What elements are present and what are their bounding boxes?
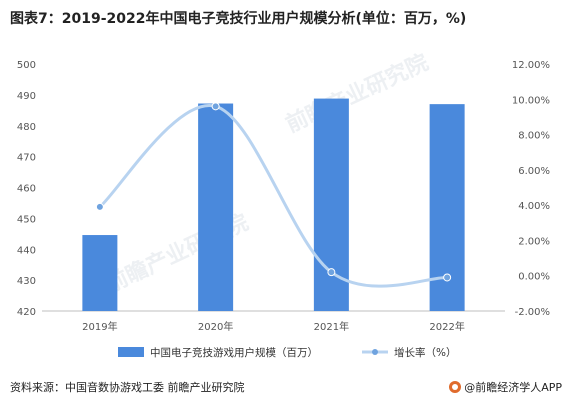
x-tick-1: 2020年 [198,320,233,333]
left-tick-1: 430 [17,276,36,287]
left-tick-6: 480 [17,122,36,133]
right-tick-7: 12.00% [512,60,550,71]
growth-line [98,104,448,288]
legend-line-marker [372,349,378,355]
legend-line-label: 增长率（%） [394,346,456,359]
brand-logo-icon [449,381,462,393]
growth-markers [95,102,452,282]
brand-text: @前瞻经济学人APP [464,381,562,394]
right-tick-2: 2.00% [518,236,550,247]
x-axis: 2019年 2020年 2021年 2022年 [82,320,465,333]
left-tick-3: 450 [17,214,36,225]
growth-point-0 [95,202,104,211]
left-axis: 420 430 440 450 460 470 480 490 500 [17,60,36,318]
bar-1 [198,103,234,312]
x-tick-2: 2021年 [314,320,349,333]
bar-0 [82,235,118,311]
left-tick-5: 470 [17,153,36,164]
right-tick-3: 4.00% [518,201,550,212]
x-tick-3: 2022年 [429,320,464,333]
right-tick-5: 8.00% [518,131,550,142]
left-tick-0: 420 [17,307,36,318]
growth-point-1 [211,102,220,111]
right-tick-6: 10.00% [512,95,550,106]
right-tick-1: 0.00% [518,272,550,283]
growth-point-2 [327,268,336,277]
right-axis: -2.00% 0.00% 2.00% 4.00% 6.00% 8.00% 10.00% 12.… [512,60,550,318]
source-note: 资料来源：中国音数协游戏工委 前瞻产业研究院 [10,381,245,394]
brand-credit: @前瞻经济学人APP [449,379,562,395]
left-tick-2: 440 [17,245,36,256]
right-tick-4: 6.00% [518,166,550,177]
left-tick-4: 460 [17,184,36,195]
legend-bar-swatch [118,347,144,357]
right-tick-0: -2.00% [515,307,550,318]
footer: 资料来源：中国音数协游戏工委 前瞻产业研究院 @前瞻经济学人APP [10,379,562,399]
chart-title: 图表7：2019-2022年中国电子竞技行业用户规模分析(单位：百万，%) [10,11,467,27]
growth-point-3 [443,273,452,282]
legend: 中国电子竞技游戏用户规模（百万） 增长率（%） [118,346,456,359]
x-tick-0: 2019年 [82,320,117,333]
left-tick-7: 490 [17,91,36,102]
left-tick-8: 500 [17,60,36,71]
legend-bar-label: 中国电子竞技游戏用户规模（百万） [150,346,318,359]
watermark-1: 前瞻产业研究院 [282,49,433,138]
